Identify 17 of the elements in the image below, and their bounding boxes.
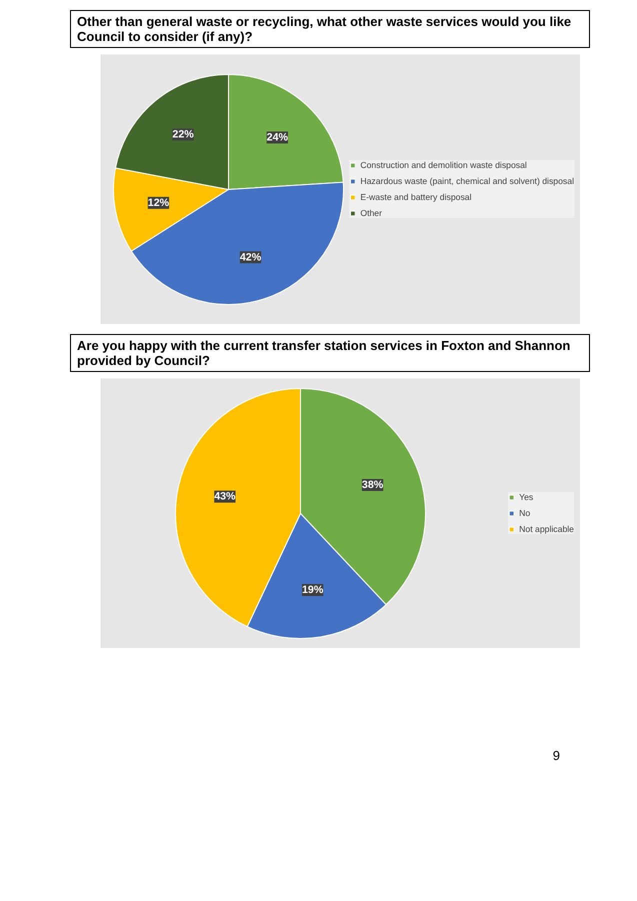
data-label: 43% <box>214 490 236 503</box>
text: 9 <box>552 748 560 763</box>
legend-label: Other <box>360 208 382 218</box>
data-label: 38% <box>362 478 384 491</box>
chart-title: Other than general waste or recycling, what other waste services would you like Council to consider (if any)? <box>70 10 590 48</box>
data-label: 12% <box>148 196 170 209</box>
legend-label: Construction and demolition waste disposal <box>360 160 527 170</box>
data-label: 19% <box>302 584 324 596</box>
legend-label: Not applicable <box>519 524 574 534</box>
data-label: 24% <box>266 132 288 144</box>
legend-label: No <box>519 508 532 518</box>
legend-label: E-waste and battery disposal <box>360 192 472 202</box>
data-label: 42% <box>240 251 262 264</box>
legend-label: Hazardous waste (paint, chemical and solvent) disposal <box>360 176 574 186</box>
data-label: 22% <box>172 128 194 141</box>
legend-label: Yes <box>519 492 534 502</box>
chart-title: Are you happy with the current transfer station services in Foxton and Shannon provided by Council? <box>70 334 590 372</box>
